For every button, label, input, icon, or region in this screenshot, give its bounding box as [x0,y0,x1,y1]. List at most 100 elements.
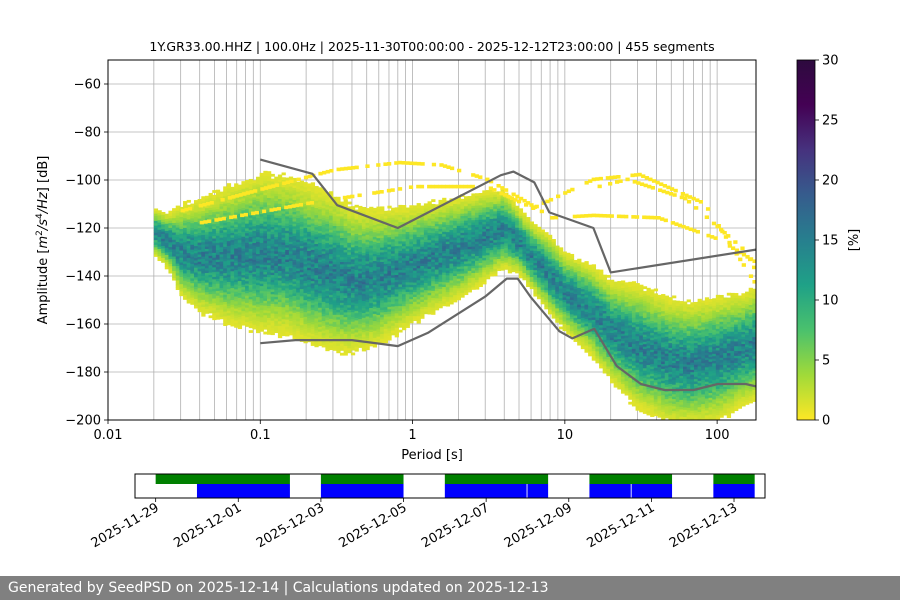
psd-cell [274,186,279,190]
psd-cell [456,254,461,258]
psd-cell [405,298,410,302]
psd-cell [394,281,399,285]
psd-cell [361,228,367,232]
psd-cell [423,208,429,211]
psd-cell [219,316,224,320]
psd-cell [416,275,421,278]
psd-cell [336,235,341,238]
psd-cell [372,327,378,331]
psd-cell [387,239,392,243]
psd-cell [318,194,323,198]
psd-cell [402,308,407,312]
psd-cell [266,250,272,254]
psd-cell [252,314,257,318]
psd-cell [350,232,356,236]
psd-cell [434,204,440,208]
psd-cell [339,204,345,207]
psd-cell [416,303,421,307]
psd-cell [266,216,272,220]
psd-cell [449,296,454,300]
psd-cell [409,279,414,283]
psd-cell [420,308,425,312]
psd-cell [456,278,461,282]
psd-cell [442,214,447,218]
psd-cell [321,231,326,235]
psd-cell [339,220,345,224]
psd-cell [394,303,399,307]
psd-cell [485,192,491,196]
psd-cell [179,269,184,273]
psd-cell [412,253,418,257]
psd-cell [201,280,206,284]
psd-cell [394,248,399,251]
psd-cell [387,330,392,334]
psd-cell [256,315,261,319]
psd-cell [420,255,425,259]
psd-cell [376,256,381,260]
psd-cell [474,229,480,233]
psd-cell [489,237,494,241]
psd-cell [277,284,283,288]
psd-cell [380,302,385,306]
psd-cell [449,205,454,209]
psd-cell [471,255,476,259]
psd-cell [259,196,264,200]
psd-cell [303,208,308,212]
psd-cell [223,311,228,314]
psd-cell [193,236,199,239]
psd-cell [310,256,316,260]
psd-cell [288,241,294,245]
psd-cell [372,275,378,278]
psd-cell [274,179,279,182]
psd-cell [365,253,370,257]
psd-cell [245,271,250,275]
psd-cell [212,230,217,234]
psd-cell [456,201,461,205]
psd-cell [442,245,447,249]
psd-cell [394,236,399,239]
psd-cell [226,310,232,314]
psd-cell [369,235,374,239]
psd-cell [230,227,235,231]
psd-cell [372,282,378,286]
psd-cell [482,226,487,230]
psd-cell [183,253,188,257]
psd-cell [460,294,465,298]
psd-cell [434,230,440,234]
psd-cell [412,289,418,293]
psd-cell [438,288,443,292]
psd-cell [245,266,250,270]
psd-cell [416,205,421,209]
psd-cell [245,201,250,205]
psd-cell [183,263,188,267]
psd-cell [299,295,305,299]
psd-cell [405,274,410,278]
psd-cell [259,240,264,243]
psd-cell [314,248,319,252]
psd-cell [339,273,345,277]
psd-cell [274,227,279,230]
psd-cell [350,292,356,296]
psd-cell [464,203,469,207]
psd-cell [193,238,199,242]
psd-cell [343,283,348,286]
psd-cell [423,277,429,281]
psd-cell [270,260,275,264]
psd-cell [299,271,305,275]
psd-cell [361,329,367,333]
psd-cell [281,206,286,209]
psd-cell [186,298,191,302]
psd-cell [219,203,224,207]
psd-cell [175,263,180,266]
psd-cell [329,191,334,195]
psd-cell [219,282,224,286]
psd-cell [208,195,213,199]
psd-cell [365,241,370,245]
psd-cell [248,231,253,235]
psd-cell [219,278,224,281]
psd-cell [219,266,224,269]
psd-cell [339,223,345,226]
psd-cell [372,265,378,269]
psd-cell [409,241,414,245]
psd-cell [212,283,217,287]
